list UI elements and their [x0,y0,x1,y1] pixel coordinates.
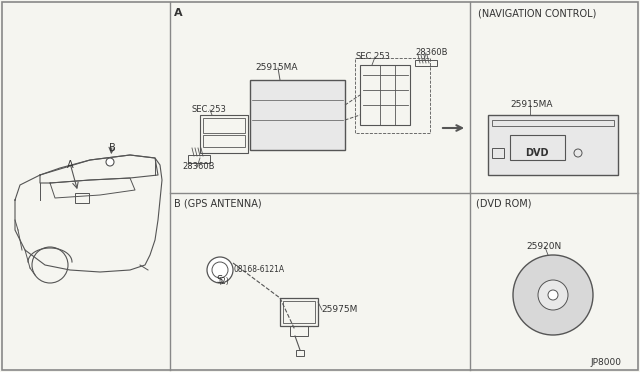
Text: 25920N: 25920N [526,242,561,251]
Text: SEC.253: SEC.253 [192,105,227,114]
Text: JP8000: JP8000 [590,358,621,367]
Text: (2): (2) [218,277,228,286]
Bar [203,135,245,147]
Bar [75,193,89,203]
Text: B (GPS ANTENNA): B (GPS ANTENNA) [174,198,262,208]
Text: 08168-6121A: 08168-6121A [234,265,285,274]
Circle shape [548,290,558,300]
Text: S: S [216,275,222,285]
Bar [296,350,304,356]
Text: B: B [109,143,116,153]
Bar [250,80,345,150]
Text: 28360B: 28360B [182,162,214,171]
Bar [360,65,410,125]
Circle shape [106,158,114,166]
Text: 25915MA: 25915MA [510,100,552,109]
Text: DVD: DVD [525,148,548,158]
Bar [280,298,318,326]
Bar [188,155,210,163]
Text: SEC.253: SEC.253 [355,52,390,61]
Bar [492,120,614,126]
Bar [488,115,618,175]
Circle shape [207,257,233,283]
Bar [415,60,437,66]
Bar [200,115,248,153]
Bar [510,135,565,160]
Text: 28360B: 28360B [415,48,447,57]
Text: (NAVIGATION CONTROL): (NAVIGATION CONTROL) [478,8,596,18]
Bar [355,58,430,133]
Bar [203,118,245,133]
Circle shape [538,280,568,310]
Bar [492,148,504,158]
Text: 25975M: 25975M [321,305,357,314]
Text: 25915MA: 25915MA [255,63,298,72]
Text: A: A [174,8,182,18]
Text: (DVD ROM): (DVD ROM) [476,198,531,208]
Bar [283,301,315,323]
Bar [290,326,308,336]
Text: A: A [67,160,74,170]
Circle shape [513,255,593,335]
